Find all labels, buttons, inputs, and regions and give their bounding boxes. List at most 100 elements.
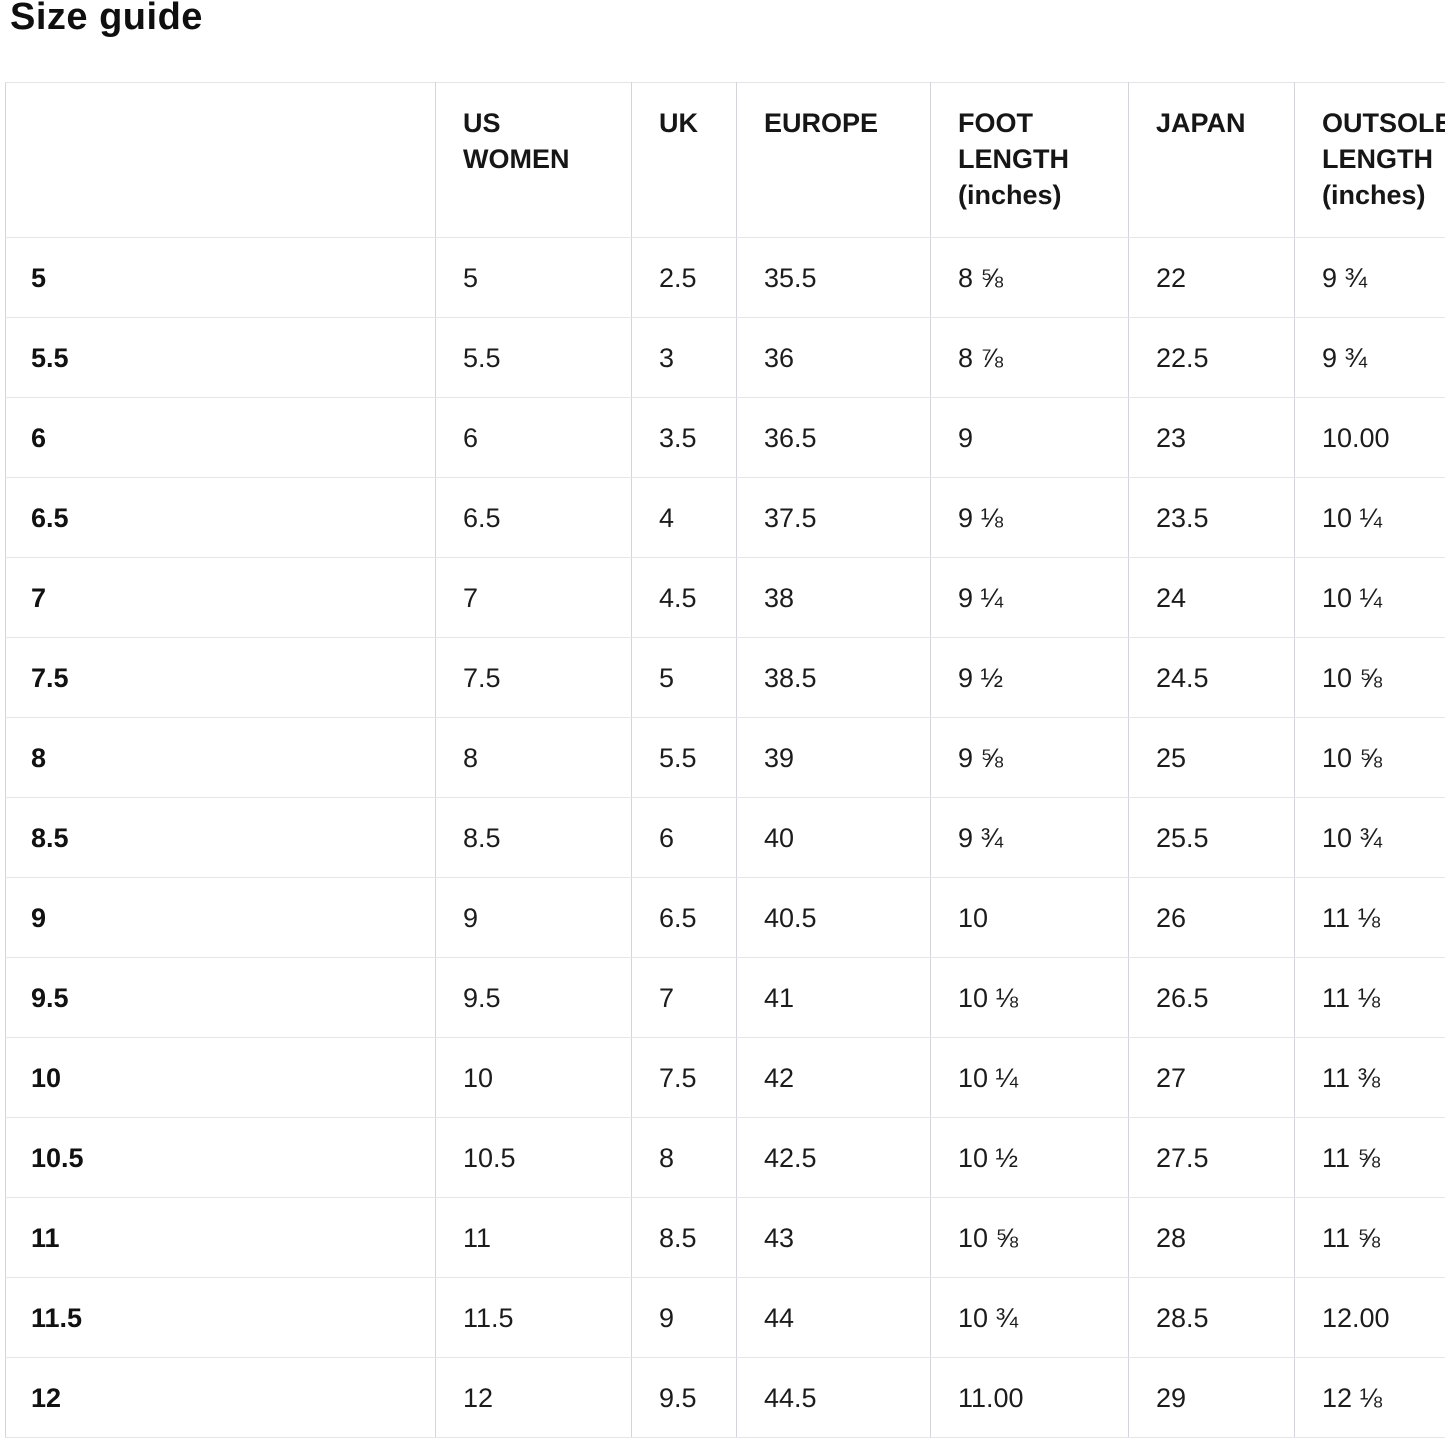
size-row: 6.5 6.5 4 37.5 9 ⅛ 23.5 10 ¼ <box>5 477 1445 558</box>
row-label: 10.5 <box>5 1117 436 1198</box>
size-cell: 10 ⅛ <box>930 957 1129 1038</box>
size-cell: 38 <box>736 557 931 638</box>
row-label: 8.5 <box>5 797 436 878</box>
col-header-foot-length: FOOT LENGTH (inches) <box>930 82 1129 238</box>
size-table-wrap: US WOMEN UK EUROPE FOOT LENGTH (inches) JAPA… <box>5 82 1445 1445</box>
size-cell: 10 ¼ <box>1294 557 1445 638</box>
size-cell: 4.5 <box>631 557 737 638</box>
size-cell: 11 ⅛ <box>1294 957 1445 1038</box>
size-cell: 10 ½ <box>930 1117 1129 1198</box>
size-cell: 26 <box>1128 877 1295 958</box>
row-label: 6.5 <box>5 477 436 558</box>
size-cell: 5 <box>435 237 632 318</box>
size-cell: 3.5 <box>631 397 737 478</box>
size-cell: 5.5 <box>631 717 737 798</box>
size-cell: 5 <box>631 637 737 718</box>
size-row: 7 7 4.5 38 9 ¼ 24 10 ¼ <box>5 557 1445 638</box>
size-cell: 10.00 <box>1294 397 1445 478</box>
size-cell: 23 <box>1128 397 1295 478</box>
size-row: 12 12 9.5 44.5 11.00 29 12 ⅛ <box>5 1357 1445 1438</box>
size-cell: 11 ⅜ <box>1294 1037 1445 1118</box>
size-cell: 8 <box>631 1117 737 1198</box>
size-cell: 43 <box>736 1197 931 1278</box>
size-cell: 6.5 <box>435 477 632 558</box>
size-cell: 24 <box>1128 557 1295 638</box>
size-cell: 10 <box>435 1037 632 1118</box>
size-cell: 29 <box>1128 1357 1295 1438</box>
size-cell: 9.5 <box>435 957 632 1038</box>
size-cell: 39 <box>736 717 931 798</box>
size-cell: 37.5 <box>736 477 931 558</box>
size-cell: 6.5 <box>631 877 737 958</box>
size-cell: 8.5 <box>435 797 632 878</box>
size-cell: 42 <box>736 1037 931 1118</box>
size-cell: 7 <box>631 957 737 1038</box>
size-cell: 3 <box>631 317 737 398</box>
size-cell: 12 ⅛ <box>1294 1357 1445 1438</box>
size-row: 8 8 5.5 39 9 ⅝ 25 10 ⅝ <box>5 717 1445 798</box>
size-cell: 11 ⅛ <box>1294 877 1445 958</box>
size-cell: 12.00 <box>1294 1277 1445 1358</box>
size-table: US WOMEN UK EUROPE FOOT LENGTH (inches) JAPA… <box>5 82 1445 1438</box>
size-cell: 22.5 <box>1128 317 1295 398</box>
size-cell: 44.5 <box>736 1357 931 1438</box>
size-row: 9.5 9.5 7 41 10 ⅛ 26.5 11 ⅛ <box>5 957 1445 1038</box>
size-cell: 36 <box>736 317 931 398</box>
col-header-outsole-length: OUTSOLE LENGTH (inches) <box>1294 82 1445 238</box>
size-row: 11.5 11.5 9 44 10 ¾ 28.5 12.00 <box>5 1277 1445 1358</box>
size-cell: 10 ⅝ <box>1294 717 1445 798</box>
size-cell: 10 ¾ <box>930 1277 1129 1358</box>
col-header-us-women: US WOMEN <box>435 82 632 238</box>
row-label: 9.5 <box>5 957 436 1038</box>
size-cell: 40.5 <box>736 877 931 958</box>
row-label: 9 <box>5 877 436 958</box>
size-cell: 44 <box>736 1277 931 1358</box>
size-row: 5.5 5.5 3 36 8 ⅞ 22.5 9 ¾ <box>5 317 1445 398</box>
row-label: 12 <box>5 1357 436 1438</box>
size-cell: 36.5 <box>736 397 931 478</box>
size-cell: 41 <box>736 957 931 1038</box>
page-title: Size guide <box>10 0 203 38</box>
size-cell: 9 ⅛ <box>930 477 1129 558</box>
size-cell: 10 ⅝ <box>930 1197 1129 1278</box>
size-cell: 35.5 <box>736 237 931 318</box>
size-cell: 10 ¼ <box>1294 477 1445 558</box>
size-cell: 2.5 <box>631 237 737 318</box>
size-row: 8.5 8.5 6 40 9 ¾ 25.5 10 ¾ <box>5 797 1445 878</box>
size-cell: 10.5 <box>435 1117 632 1198</box>
size-cell: 23.5 <box>1128 477 1295 558</box>
row-label: 5 <box>5 237 436 318</box>
size-cell: 10 ⅝ <box>1294 637 1445 718</box>
size-cell: 11 <box>435 1197 632 1278</box>
size-cell: 8 <box>435 717 632 798</box>
row-label: 11 <box>5 1197 436 1278</box>
col-header-size <box>5 82 436 238</box>
row-label: 7 <box>5 557 436 638</box>
row-label: 7.5 <box>5 637 436 718</box>
size-table-body: 5 5 2.5 35.5 8 ⅝ 22 9 ¾ 5.5 5.5 3 36 8 ⅞ 22.5 9 ¾ 6 6 3.… <box>5 237 1445 1438</box>
size-cell: 9 ¾ <box>930 797 1129 878</box>
size-cell: 8.5 <box>631 1197 737 1278</box>
size-row: 7.5 7.5 5 38.5 9 ½ 24.5 10 ⅝ <box>5 637 1445 718</box>
col-header-japan: JAPAN <box>1128 82 1295 238</box>
size-cell: 28 <box>1128 1197 1295 1278</box>
size-row: 5 5 2.5 35.5 8 ⅝ 22 9 ¾ <box>5 237 1445 318</box>
size-cell: 25 <box>1128 717 1295 798</box>
size-cell: 5.5 <box>435 317 632 398</box>
size-cell: 7.5 <box>435 637 632 718</box>
size-cell: 9 ½ <box>930 637 1129 718</box>
size-cell: 9 ¾ <box>1294 317 1445 398</box>
size-cell: 12 <box>435 1357 632 1438</box>
size-cell: 9 ⅝ <box>930 717 1129 798</box>
header-row: US WOMEN UK EUROPE FOOT LENGTH (inches) JAPA… <box>5 82 1445 238</box>
size-cell: 27.5 <box>1128 1117 1295 1198</box>
size-cell: 8 ⅞ <box>930 317 1129 398</box>
size-cell: 7 <box>435 557 632 638</box>
size-cell: 25.5 <box>1128 797 1295 878</box>
size-cell: 10 ¾ <box>1294 797 1445 878</box>
size-cell: 11 ⅝ <box>1294 1117 1445 1198</box>
size-cell: 9.5 <box>631 1357 737 1438</box>
size-cell: 11 ⅝ <box>1294 1197 1445 1278</box>
col-header-uk: UK <box>631 82 737 238</box>
size-row: 11 11 8.5 43 10 ⅝ 28 11 ⅝ <box>5 1197 1445 1278</box>
